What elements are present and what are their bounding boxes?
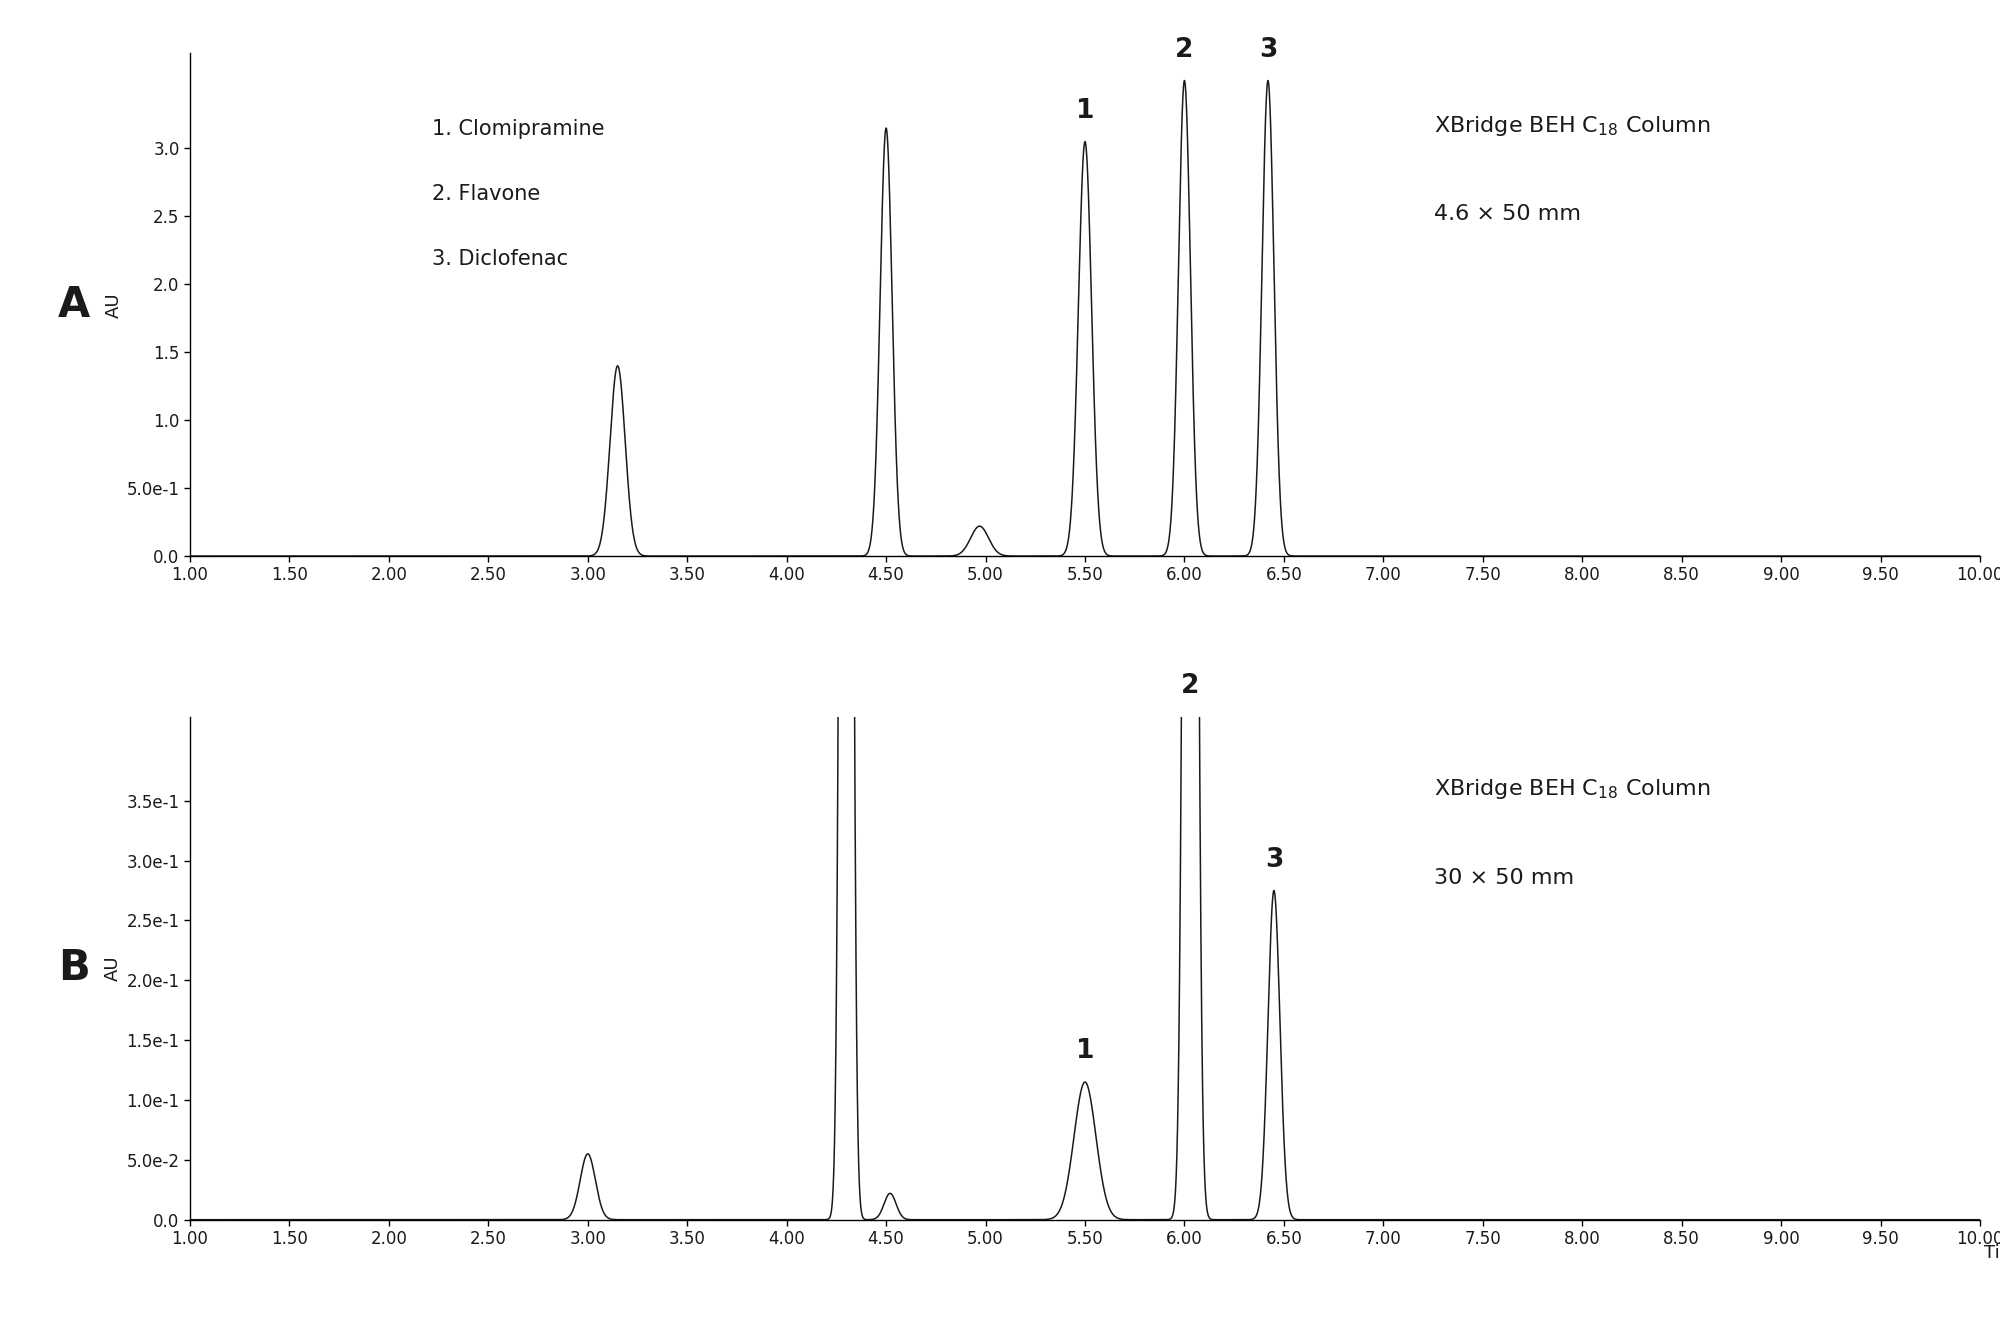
Text: 3: 3 — [1264, 846, 1284, 873]
Text: 4.6 × 50 mm: 4.6 × 50 mm — [1434, 204, 1582, 224]
Text: 2. Flavone: 2. Flavone — [432, 184, 540, 204]
Y-axis label: AU: AU — [104, 292, 122, 317]
Text: 1: 1 — [1076, 1038, 1094, 1065]
Text: 2: 2 — [1182, 673, 1200, 700]
Text: 3: 3 — [1258, 37, 1278, 63]
Text: A: A — [58, 284, 90, 325]
Text: 1: 1 — [1076, 99, 1094, 124]
Text: 3. Diclofenac: 3. Diclofenac — [432, 249, 568, 269]
Text: Time: Time — [1984, 1244, 2000, 1262]
Text: B: B — [58, 948, 90, 989]
Y-axis label: AU: AU — [104, 956, 122, 981]
Text: XBridge BEH C$_{18}$ Column: XBridge BEH C$_{18}$ Column — [1434, 113, 1710, 137]
Text: 2: 2 — [1176, 37, 1194, 63]
Text: XBridge BEH C$_{18}$ Column: XBridge BEH C$_{18}$ Column — [1434, 777, 1710, 801]
Text: 1. Clomipramine: 1. Clomipramine — [432, 119, 604, 139]
Text: 30 × 50 mm: 30 × 50 mm — [1434, 868, 1574, 888]
